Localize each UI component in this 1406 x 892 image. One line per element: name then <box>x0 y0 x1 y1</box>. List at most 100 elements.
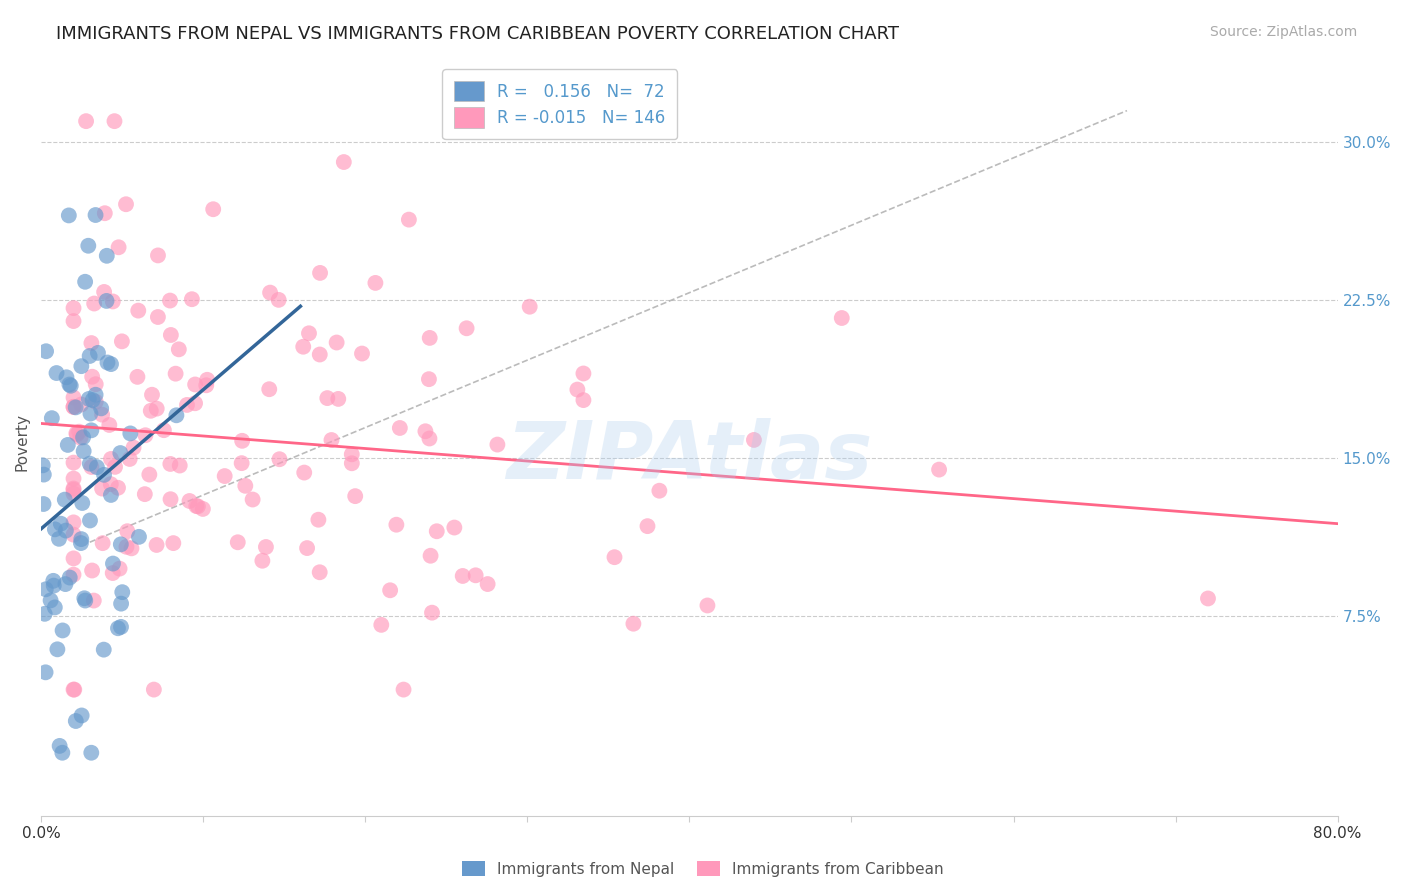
Point <box>80 336 103 351</box>
Point <box>67 425 90 439</box>
Point <box>104 459 127 474</box>
Point <box>134 487 156 501</box>
Point <box>98 417 121 432</box>
Point <box>451 569 474 583</box>
Point <box>364 276 387 290</box>
Point <box>49 516 72 531</box>
Point <box>295 541 318 555</box>
Point <box>696 599 718 613</box>
Point <box>62 567 84 582</box>
Point <box>388 421 411 435</box>
Point <box>138 467 160 482</box>
Point <box>214 469 236 483</box>
Point <box>62 486 84 500</box>
Point <box>84 208 107 222</box>
Point <box>572 393 595 408</box>
Point <box>308 347 330 361</box>
Point <box>62 551 84 566</box>
Point <box>39 593 62 607</box>
Text: ZIPAtlas: ZIPAtlas <box>506 418 873 496</box>
Point <box>96 355 118 369</box>
Point <box>70 708 93 723</box>
Point <box>110 446 132 460</box>
Point <box>48 532 70 546</box>
Point <box>139 404 162 418</box>
Point <box>111 585 134 599</box>
Point <box>831 311 853 326</box>
Point <box>165 367 187 381</box>
Point <box>292 340 315 354</box>
Point <box>75 275 97 289</box>
Point <box>153 423 176 437</box>
Point <box>35 344 58 359</box>
Point <box>145 538 167 552</box>
Point <box>62 400 84 414</box>
Point <box>59 378 82 392</box>
Point <box>83 593 105 607</box>
Point <box>254 540 277 554</box>
Point <box>146 248 169 262</box>
Point <box>398 212 420 227</box>
Point <box>187 500 209 514</box>
Point <box>55 577 77 591</box>
Point <box>486 437 509 451</box>
Point <box>93 467 115 482</box>
Point <box>165 409 187 423</box>
Point <box>120 426 142 441</box>
Point <box>34 607 56 621</box>
Point <box>321 433 343 447</box>
Point <box>70 532 93 546</box>
Point <box>176 398 198 412</box>
Point <box>159 293 181 308</box>
Point <box>195 378 218 392</box>
Point <box>62 482 84 496</box>
Point <box>378 583 401 598</box>
Point <box>90 401 112 416</box>
Point <box>127 369 149 384</box>
Point <box>55 370 77 384</box>
Point <box>415 424 437 438</box>
Point <box>84 388 107 402</box>
Point <box>66 427 89 442</box>
Point <box>70 536 93 550</box>
Point <box>35 582 58 597</box>
Point <box>84 394 107 409</box>
Point <box>252 554 274 568</box>
Point <box>325 335 347 350</box>
Point <box>142 682 165 697</box>
Point <box>107 621 129 635</box>
Point <box>167 343 190 357</box>
Point <box>93 642 115 657</box>
Text: IMMIGRANTS FROM NEPAL VS IMMIGRANTS FROM CARIBBEAN POVERTY CORRELATION CHART: IMMIGRANTS FROM NEPAL VS IMMIGRANTS FROM… <box>56 25 900 43</box>
Point <box>72 430 94 444</box>
Point <box>443 520 465 534</box>
Point <box>121 541 143 556</box>
Point <box>58 377 80 392</box>
Point <box>91 536 114 550</box>
Point <box>72 496 94 510</box>
Point <box>233 479 256 493</box>
Point <box>226 535 249 549</box>
Point <box>385 517 408 532</box>
Point <box>62 456 84 470</box>
Legend: R =   0.156   N=  72, R = -0.015   N= 146: R = 0.156 N= 72, R = -0.015 N= 146 <box>443 70 678 139</box>
Point <box>418 432 440 446</box>
Point <box>145 401 167 416</box>
Point <box>32 467 55 482</box>
Point <box>191 502 214 516</box>
Point <box>309 266 332 280</box>
Point <box>62 471 84 485</box>
Point <box>70 397 93 411</box>
Point <box>426 524 449 539</box>
Point <box>75 114 97 128</box>
Point <box>62 516 84 530</box>
Point <box>110 597 132 611</box>
Point <box>44 600 66 615</box>
Point <box>307 513 329 527</box>
Point <box>159 492 181 507</box>
Point <box>180 292 202 306</box>
Point <box>62 314 84 328</box>
Point <box>292 466 315 480</box>
Point <box>1197 591 1219 606</box>
Legend: Immigrants from Nepal, Immigrants from Caribbean: Immigrants from Nepal, Immigrants from C… <box>454 853 952 884</box>
